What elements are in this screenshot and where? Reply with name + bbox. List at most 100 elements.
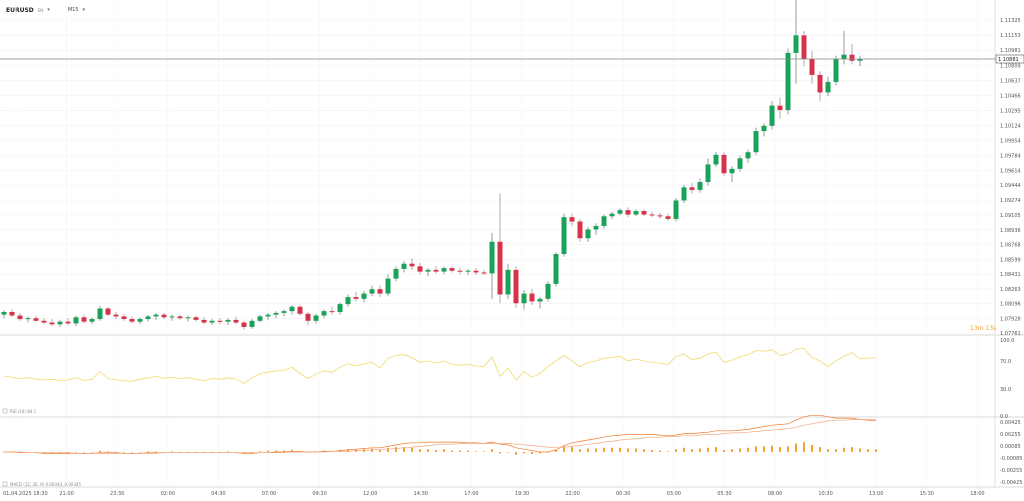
- price-tick-label: 1.09954: [1000, 138, 1021, 144]
- time-tick-label: 03:00: [667, 491, 681, 497]
- time-axis[interactable]: 01.04.2025 18:30 21:00 23:30 02:00 04:30 07:0…: [3, 491, 985, 497]
- macd-histogram-bar: [195, 452, 197, 453]
- macd-histogram-bar: [659, 450, 661, 452]
- symbol-label[interactable]: EURUSD: [6, 6, 34, 14]
- macd-tick-label: -0.00085: [1000, 456, 1022, 462]
- macd-histogram-bar: [851, 447, 853, 452]
- price-tick-label: 1.08263: [1000, 287, 1021, 293]
- rsi-line: [3, 347, 877, 384]
- timeframe-label[interactable]: M15: [67, 7, 79, 13]
- macd-histogram-bar: [747, 447, 749, 452]
- candle-body: [497, 241, 503, 295]
- macd-histogram-bar: [843, 447, 845, 452]
- price-tick-label: 1.07928: [1000, 316, 1021, 322]
- time-tick-label: 02:00: [161, 491, 175, 497]
- price-tick-label: 1.10809: [1000, 63, 1021, 69]
- chart-header: EURUSD EN ▾ M15 ▾: [6, 4, 85, 16]
- candle-body: [297, 306, 303, 314]
- candle-body: [161, 314, 167, 318]
- candle-body: [817, 74, 823, 93]
- macd-histogram-bar: [723, 449, 725, 452]
- macd-histogram-bar: [827, 449, 829, 452]
- candle-body: [105, 308, 111, 315]
- candle-body: [545, 283, 551, 299]
- time-tick-label: 12:00: [363, 491, 377, 497]
- price-tick-label: 1.08599: [1000, 257, 1021, 263]
- timeframe-dropdown-icon[interactable]: ▾: [82, 7, 86, 13]
- time-tick-label: 23:30: [110, 491, 124, 497]
- macd-histogram-bar: [315, 451, 317, 452]
- time-tick-label: 19:30: [515, 491, 529, 497]
- candle-body: [617, 210, 623, 214]
- macd-histogram-bar: [771, 445, 773, 452]
- candle-body: [145, 316, 151, 320]
- macd-histogram-bar: [83, 452, 85, 453]
- macd-histogram-bar: [427, 449, 429, 452]
- price-tick-label: 1.10466: [1000, 93, 1021, 99]
- time-tick-label: 15:30: [920, 491, 934, 497]
- candle-body: [89, 319, 95, 322]
- macd-histogram-bar: [275, 450, 277, 452]
- candle-body: [305, 313, 311, 321]
- macd-histogram-bar: [139, 452, 141, 453]
- candle-body: [593, 225, 599, 230]
- macd-signal-line: [4, 419, 876, 454]
- macd-settings-icon[interactable]: [2, 481, 8, 487]
- macd-histogram-bar: [803, 442, 805, 452]
- time-tick-label: 18:00: [970, 491, 984, 497]
- candle-body: [81, 317, 87, 322]
- price-axis[interactable]: 1.11325 1.11153 1.10981 1.10809 1.10637 1.104…: [1000, 18, 1021, 337]
- macd-histogram-bar: [651, 449, 653, 452]
- candle-body: [193, 317, 199, 320]
- time-tick-label: 00:30: [616, 491, 630, 497]
- candle-body: [785, 52, 791, 111]
- candle-body: [513, 269, 519, 304]
- candle-body: [457, 270, 463, 272]
- macd-histogram-bar: [643, 449, 645, 452]
- macd-histogram-bar: [11, 451, 13, 452]
- time-tick-label: 10:30: [818, 491, 832, 497]
- time-tick-label: 21:00: [59, 491, 73, 497]
- candle-body: [825, 81, 831, 93]
- candle-body: [17, 315, 23, 320]
- macd-histogram-bar: [227, 451, 229, 452]
- macd-axis: 0.00.00425 0.00255 0.00085 -0.00085 -0.00255…: [1000, 414, 1022, 486]
- time-tick-label: 13:00: [869, 491, 883, 497]
- macd-histogram-bar: [467, 450, 469, 452]
- macd-tick-label: -0.00255: [1000, 468, 1022, 474]
- candles-series: [1, 0, 863, 330]
- macd-histogram-bar: [131, 452, 133, 453]
- time-tick-label: 01.04.2025 18:30: [3, 491, 48, 497]
- symbol-dropdown-icon[interactable]: ▾: [47, 7, 50, 13]
- macd-histogram-bar: [451, 450, 453, 452]
- candle-body: [737, 158, 743, 169]
- macd-histogram-bar: [531, 452, 533, 455]
- price-tick-label: 1.11153: [1000, 33, 1021, 39]
- candle-body: [841, 54, 847, 60]
- macd-histogram-bar: [699, 448, 701, 452]
- macd-tick-label: 0.00425: [1000, 420, 1021, 426]
- price-tick-label: 1.08936: [1000, 228, 1021, 234]
- price-tick-label: 1.09274: [1000, 198, 1021, 204]
- rsi-label: RSI (14) 84.1: [10, 409, 37, 414]
- candle-body: [249, 320, 255, 327]
- macd-histogram-bar: [819, 447, 821, 452]
- candle-body: [729, 168, 735, 174]
- candle-body: [489, 241, 495, 274]
- candle-body: [649, 214, 655, 216]
- candle-body: [185, 317, 191, 319]
- macd-histogram-bar: [219, 452, 221, 453]
- candle-body: [113, 314, 119, 317]
- candle-body: [57, 321, 63, 325]
- rsi-settings-icon[interactable]: [2, 408, 8, 414]
- macd-histogram-bar: [667, 451, 669, 452]
- candle-body: [97, 308, 103, 320]
- macd-histogram-bar: [571, 447, 573, 452]
- macd-histogram-bar: [555, 449, 557, 452]
- macd-histogram: [3, 442, 877, 455]
- macd-histogram-bar: [515, 452, 517, 455]
- rsi-axis: 100.0 70.0 30.0: [1000, 338, 1014, 393]
- macd-line: [4, 414, 877, 454]
- price-tick-label: 1.09614: [1000, 168, 1021, 174]
